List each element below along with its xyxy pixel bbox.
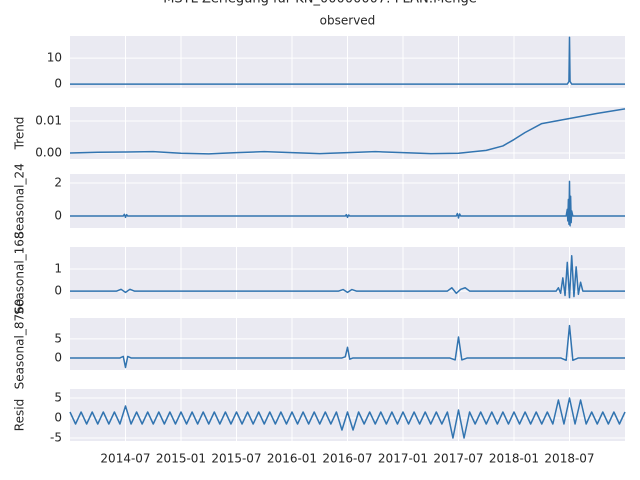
y-axis-label: Resid — [13, 399, 27, 431]
y-tick-label: 0 — [54, 411, 62, 425]
series-line — [70, 180, 625, 227]
x-tick-label: 2014-07 — [100, 452, 150, 466]
y-tick-label: 5 — [54, 331, 62, 345]
x-tick-label: 2016-07 — [322, 452, 372, 466]
y-tick-label: 0 — [54, 350, 62, 364]
y-tick-label: 0 — [54, 208, 62, 222]
series-line — [70, 324, 625, 369]
y-tick-label: 0 — [54, 77, 62, 91]
x-tick-label: 2015-01 — [156, 452, 206, 466]
x-tick-label: 2017-01 — [378, 452, 428, 466]
y-tick-label: 0.00 — [35, 145, 62, 159]
y-tick-label: 5 — [54, 391, 62, 405]
y-axis-label: Trend — [13, 117, 27, 151]
x-tick-label: 2015-07 — [211, 452, 261, 466]
x-tick-label: 2016-01 — [267, 452, 317, 466]
y-axis-label: Seasonal_24 — [13, 163, 27, 239]
y-tick-label: 2 — [54, 176, 62, 190]
figure-title: MSTL Zerlegung für KN_00000007: PLAN:Men… — [163, 0, 477, 7]
panel-title: observed — [320, 14, 376, 28]
y-tick-label: 0 — [54, 284, 62, 298]
x-tick-label: 2018-01 — [489, 452, 539, 466]
y-tick-label: -5 — [50, 431, 62, 445]
y-axis-label: Seasonal_168 — [13, 231, 27, 314]
series-line — [69, 108, 626, 155]
x-tick-label: 2018-07 — [544, 452, 594, 466]
y-axis-label: Seasonal_8760 — [13, 299, 27, 390]
y-tick-label: 1 — [54, 262, 62, 276]
x-tick-label: 2017-07 — [433, 452, 483, 466]
y-tick-label: 10 — [47, 51, 62, 65]
series-line — [69, 397, 626, 439]
y-tick-label: 0.01 — [35, 114, 62, 128]
series-line — [70, 255, 625, 299]
series-line — [70, 36, 625, 85]
